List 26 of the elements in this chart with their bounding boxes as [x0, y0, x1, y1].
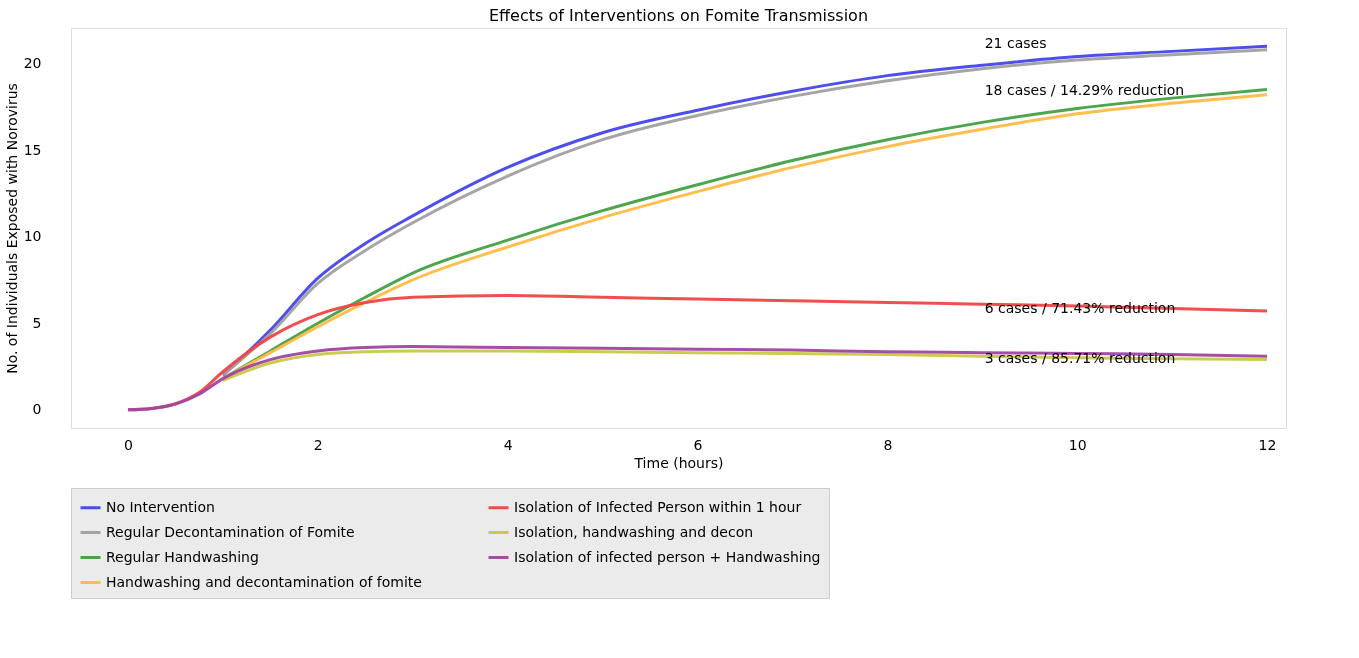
- x-tick-label: 8: [883, 436, 893, 453]
- annotation: 21 cases: [984, 35, 1047, 52]
- y-tick-label: 0: [32, 401, 42, 418]
- y-axis-title: No. of Individuals Exposed with Norovirus: [3, 83, 20, 374]
- chart-title: Effects of Interventions on Fomite Transmission: [488, 6, 869, 25]
- y-tick-label: 5: [32, 314, 42, 331]
- legend-label: Isolation, handwashing and decon: [514, 523, 754, 540]
- annotation: 18 cases / 14.29% reduction: [984, 82, 1185, 98]
- legend-label: Regular Handwashing: [106, 548, 259, 565]
- x-tick-label: 4: [503, 436, 513, 453]
- legend-label: No Intervention: [106, 498, 215, 515]
- line-series: [126, 345, 1269, 412]
- line-series: [221, 349, 1269, 382]
- x-tick-label: 0: [123, 436, 133, 453]
- legend-label: Regular Decontamination of Fomite: [106, 523, 355, 540]
- x-tick-label: 12: [1258, 436, 1277, 453]
- x-tick-label: 6: [693, 436, 703, 453]
- legend-label: Isolation of Infected Person within 1 hour: [514, 498, 802, 515]
- y-tick-label: 10: [23, 228, 42, 245]
- y-tick-label: 20: [23, 55, 42, 71]
- legend-label: Isolation of infected person + Handwashing: [514, 548, 821, 565]
- x-tick-label: 2: [313, 436, 323, 453]
- legend-label: Handwashing and decontamination of fomite: [106, 573, 422, 590]
- x-axis-title: Time (hours): [633, 454, 724, 471]
- y-tick-label: 15: [23, 141, 42, 158]
- x-tick-label: 10: [1068, 436, 1087, 453]
